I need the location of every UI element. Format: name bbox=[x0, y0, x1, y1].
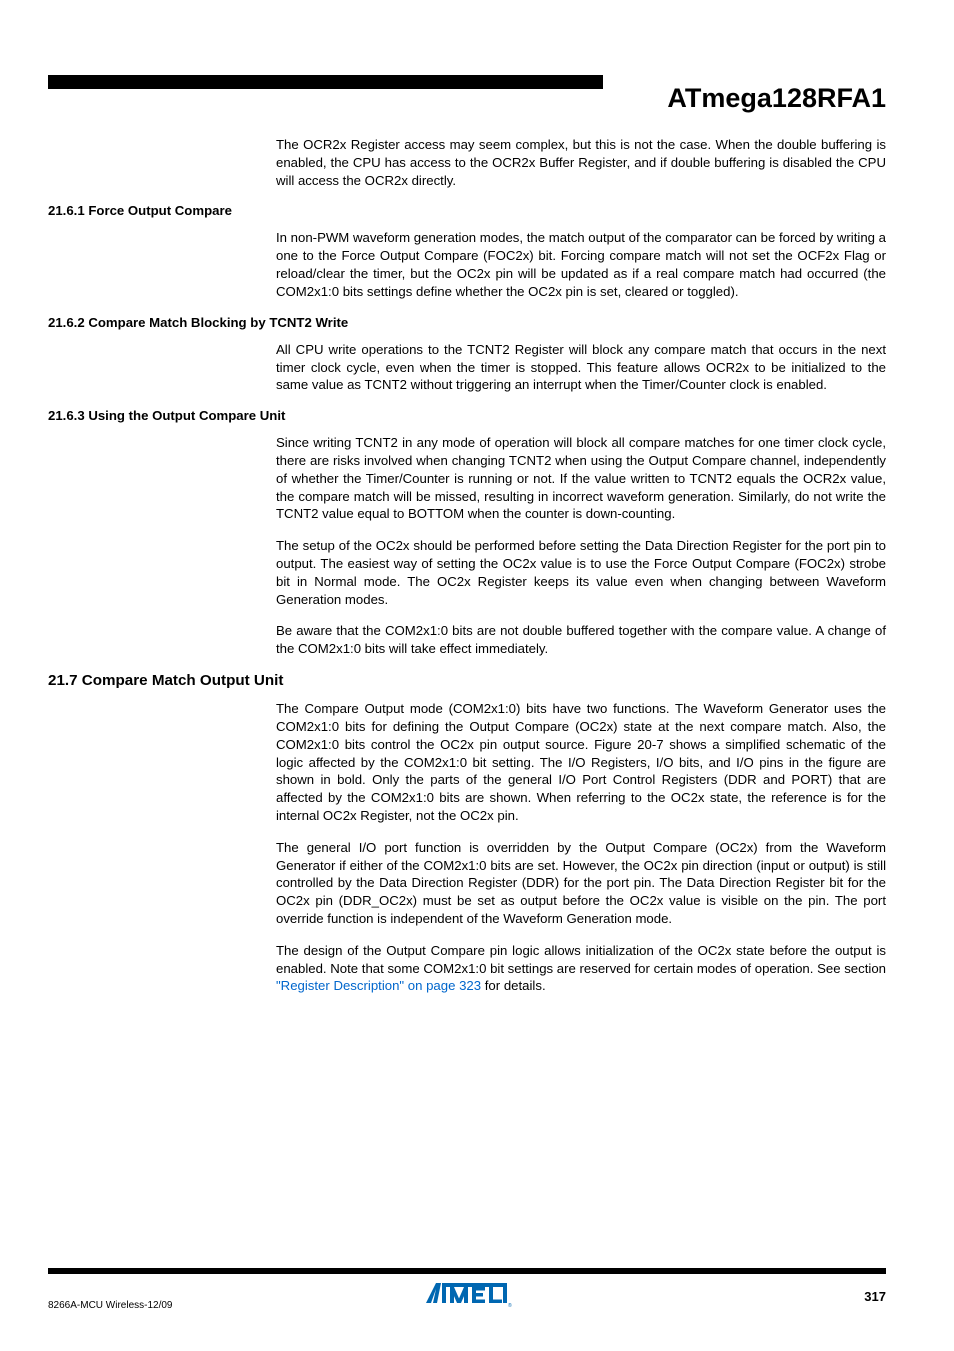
section-heading-force-output-compare: 21.6.1 Force Output Compare bbox=[48, 203, 886, 218]
section-heading-using-output-compare-unit: 21.6.3 Using the Output Compare Unit bbox=[48, 408, 886, 423]
body-paragraph: All CPU write operations to the TCNT2 Re… bbox=[276, 341, 886, 394]
footer-doc-id: 8266A-MCU Wireless-12/09 bbox=[48, 1300, 173, 1311]
body-paragraph: The design of the Output Compare pin log… bbox=[276, 942, 886, 995]
page-footer: 8266A-MCU Wireless-12/09 bbox=[48, 1268, 886, 1311]
body-paragraph: Since writing TCNT2 in any mode of opera… bbox=[276, 434, 886, 523]
body-paragraph: In non-PWM waveform generation modes, th… bbox=[276, 229, 886, 300]
body-paragraph: Be aware that the COM2x1:0 bits are not … bbox=[276, 622, 886, 658]
register-description-link[interactable]: "Register Description" on page 323 bbox=[276, 978, 481, 993]
body-paragraph: The general I/O port function is overrid… bbox=[276, 839, 886, 928]
body-text-span: The design of the Output Compare pin log… bbox=[276, 943, 886, 976]
section-heading-compare-match-output-unit: 21.7 Compare Match Output Unit bbox=[48, 672, 886, 689]
footer-rule bbox=[48, 1268, 886, 1274]
section-heading-compare-match-blocking: 21.6.2 Compare Match Blocking by TCNT2 W… bbox=[48, 315, 886, 330]
page-number: 317 bbox=[864, 1289, 886, 1304]
header-rule bbox=[48, 75, 603, 89]
atmel-logo-icon: ® bbox=[422, 1278, 512, 1310]
body-paragraph: The setup of the OC2x should be performe… bbox=[276, 537, 886, 608]
body-text-span: for details. bbox=[481, 978, 546, 993]
svg-text:®: ® bbox=[508, 1302, 512, 1309]
intro-paragraph: The OCR2x Register access may seem compl… bbox=[276, 136, 886, 189]
atmel-logo: ® bbox=[422, 1278, 512, 1315]
body-paragraph: The Compare Output mode (COM2x1:0) bits … bbox=[276, 700, 886, 825]
